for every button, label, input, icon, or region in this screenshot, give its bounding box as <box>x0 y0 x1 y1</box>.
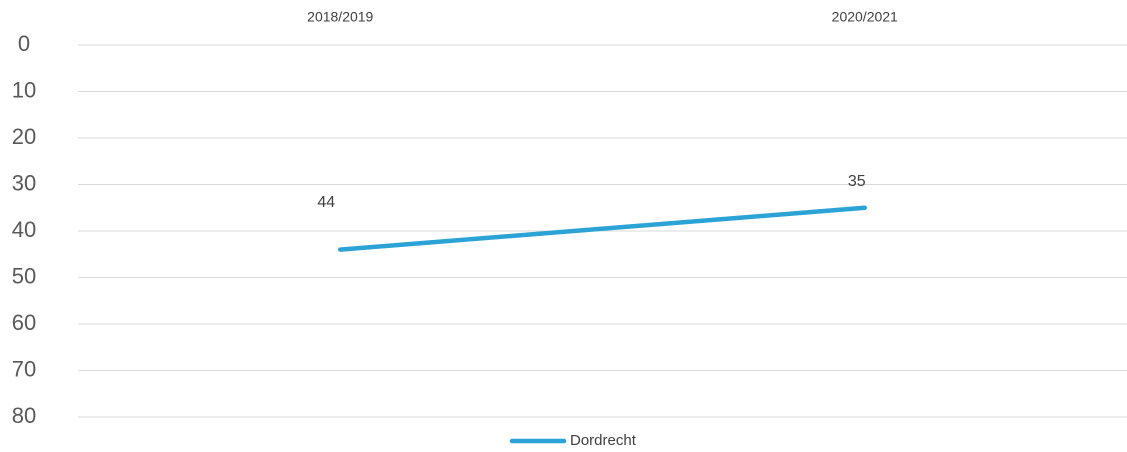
data-label: 35 <box>848 173 866 190</box>
y-tick-label: 10 <box>12 77 36 102</box>
x-tick-label: 2018/2019 <box>307 9 373 25</box>
y-tick-label: 60 <box>12 310 36 335</box>
y-tick-label: 80 <box>12 403 36 428</box>
y-tick-label: 20 <box>12 124 36 149</box>
y-tick-label: 0 <box>18 31 30 56</box>
x-tick-label: 2020/2021 <box>832 9 898 25</box>
y-tick-label: 50 <box>12 263 36 288</box>
y-tick-label: 70 <box>12 356 36 381</box>
legend-label: Dordrecht <box>570 432 637 449</box>
data-label: 44 <box>317 194 335 211</box>
y-tick-label: 30 <box>12 170 36 195</box>
line-series <box>338 205 867 252</box>
y-tick-label: 40 <box>12 217 36 242</box>
